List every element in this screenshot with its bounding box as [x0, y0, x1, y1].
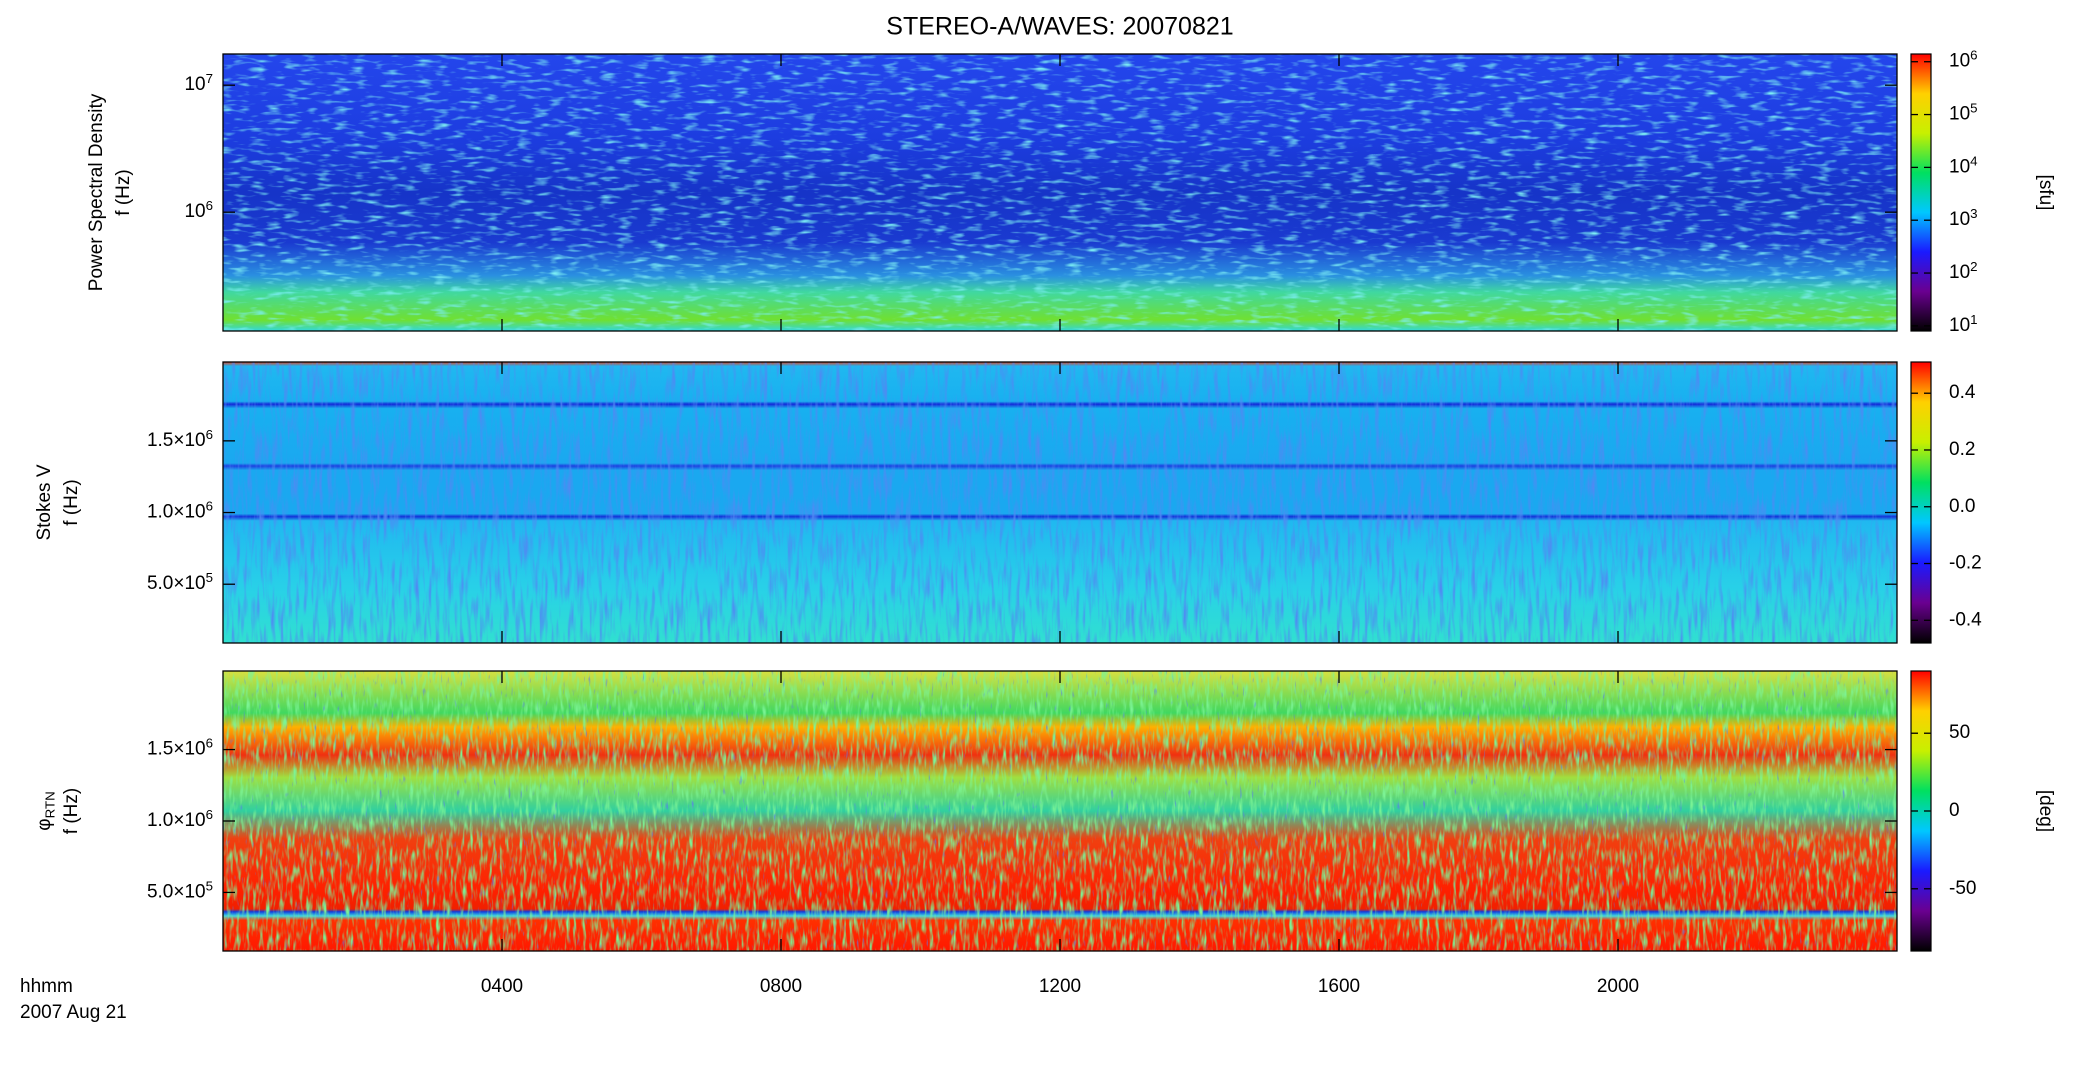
- x-tick-label: 2000: [1597, 976, 1639, 997]
- y-axis-label: Power Spectral Density: [86, 93, 107, 291]
- colorbar-tick-label: 0.4: [1949, 382, 1976, 403]
- colorbar-tick-label: -50: [1949, 878, 1976, 899]
- colorbar-tick-label: 106: [1949, 47, 1978, 71]
- y-tick-label: 1.5×106: [147, 735, 213, 759]
- y-axis-label: f (Hz): [61, 479, 82, 525]
- spectrogram-texture: [223, 362, 1897, 643]
- y-tick-label: 1.0×106: [147, 807, 213, 831]
- colorbar-tick-label: 0.0: [1949, 496, 1975, 517]
- colorbar: [1910, 53, 1932, 332]
- colorbar-tick-label: 0: [1949, 800, 1960, 821]
- date-label: 2007 Aug 21: [20, 1002, 127, 1023]
- chart-title: STEREO-A/WAVES: 20070821: [886, 13, 1233, 41]
- spectrogram-texture: [223, 671, 1897, 951]
- y-tick-label: 107: [184, 71, 213, 95]
- y-tick-label: 5.0×105: [147, 570, 213, 594]
- y-axis-label: Stokes V: [34, 464, 55, 540]
- colorbar-tick-label: 105: [1949, 100, 1978, 124]
- x-axis-label: hhmm: [20, 976, 73, 997]
- spectrogram-texture: [223, 54, 1897, 331]
- colorbar-tick-label: 104: [1949, 153, 1978, 177]
- colorbar-tick-label: 101: [1949, 311, 1978, 335]
- x-tick-label: 1200: [1039, 976, 1081, 997]
- colorbar-tick-label: -0.2: [1949, 553, 1982, 574]
- x-tick-label: 1600: [1318, 976, 1360, 997]
- colorbar-label: [deg]: [2035, 790, 2056, 832]
- y-tick-label: 5.0×105: [147, 878, 213, 902]
- x-tick-label: 0800: [760, 976, 802, 997]
- y-axis-label: f (Hz): [61, 788, 82, 834]
- y-axis-label: φRTN: [34, 791, 57, 830]
- x-tick-label: 0400: [481, 976, 523, 997]
- y-axis-label: f (Hz): [113, 169, 134, 215]
- colorbar-tick-label: 103: [1949, 206, 1978, 230]
- y-tick-label: 106: [184, 198, 213, 222]
- colorbar-tick-label: 102: [1949, 259, 1978, 283]
- colorbar-label: [sfu]: [2035, 175, 2056, 211]
- colorbar-tick-label: 50: [1949, 722, 1970, 743]
- colorbar-tick-label: -0.4: [1949, 609, 1982, 630]
- colorbar: [1910, 361, 1932, 644]
- colorbar-tick-label: 0.2: [1949, 439, 1975, 460]
- y-tick-label: 1.5×106: [147, 426, 213, 450]
- y-tick-label: 1.0×106: [147, 498, 213, 522]
